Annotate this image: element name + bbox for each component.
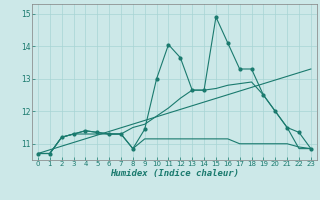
X-axis label: Humidex (Indice chaleur): Humidex (Indice chaleur)	[110, 169, 239, 178]
